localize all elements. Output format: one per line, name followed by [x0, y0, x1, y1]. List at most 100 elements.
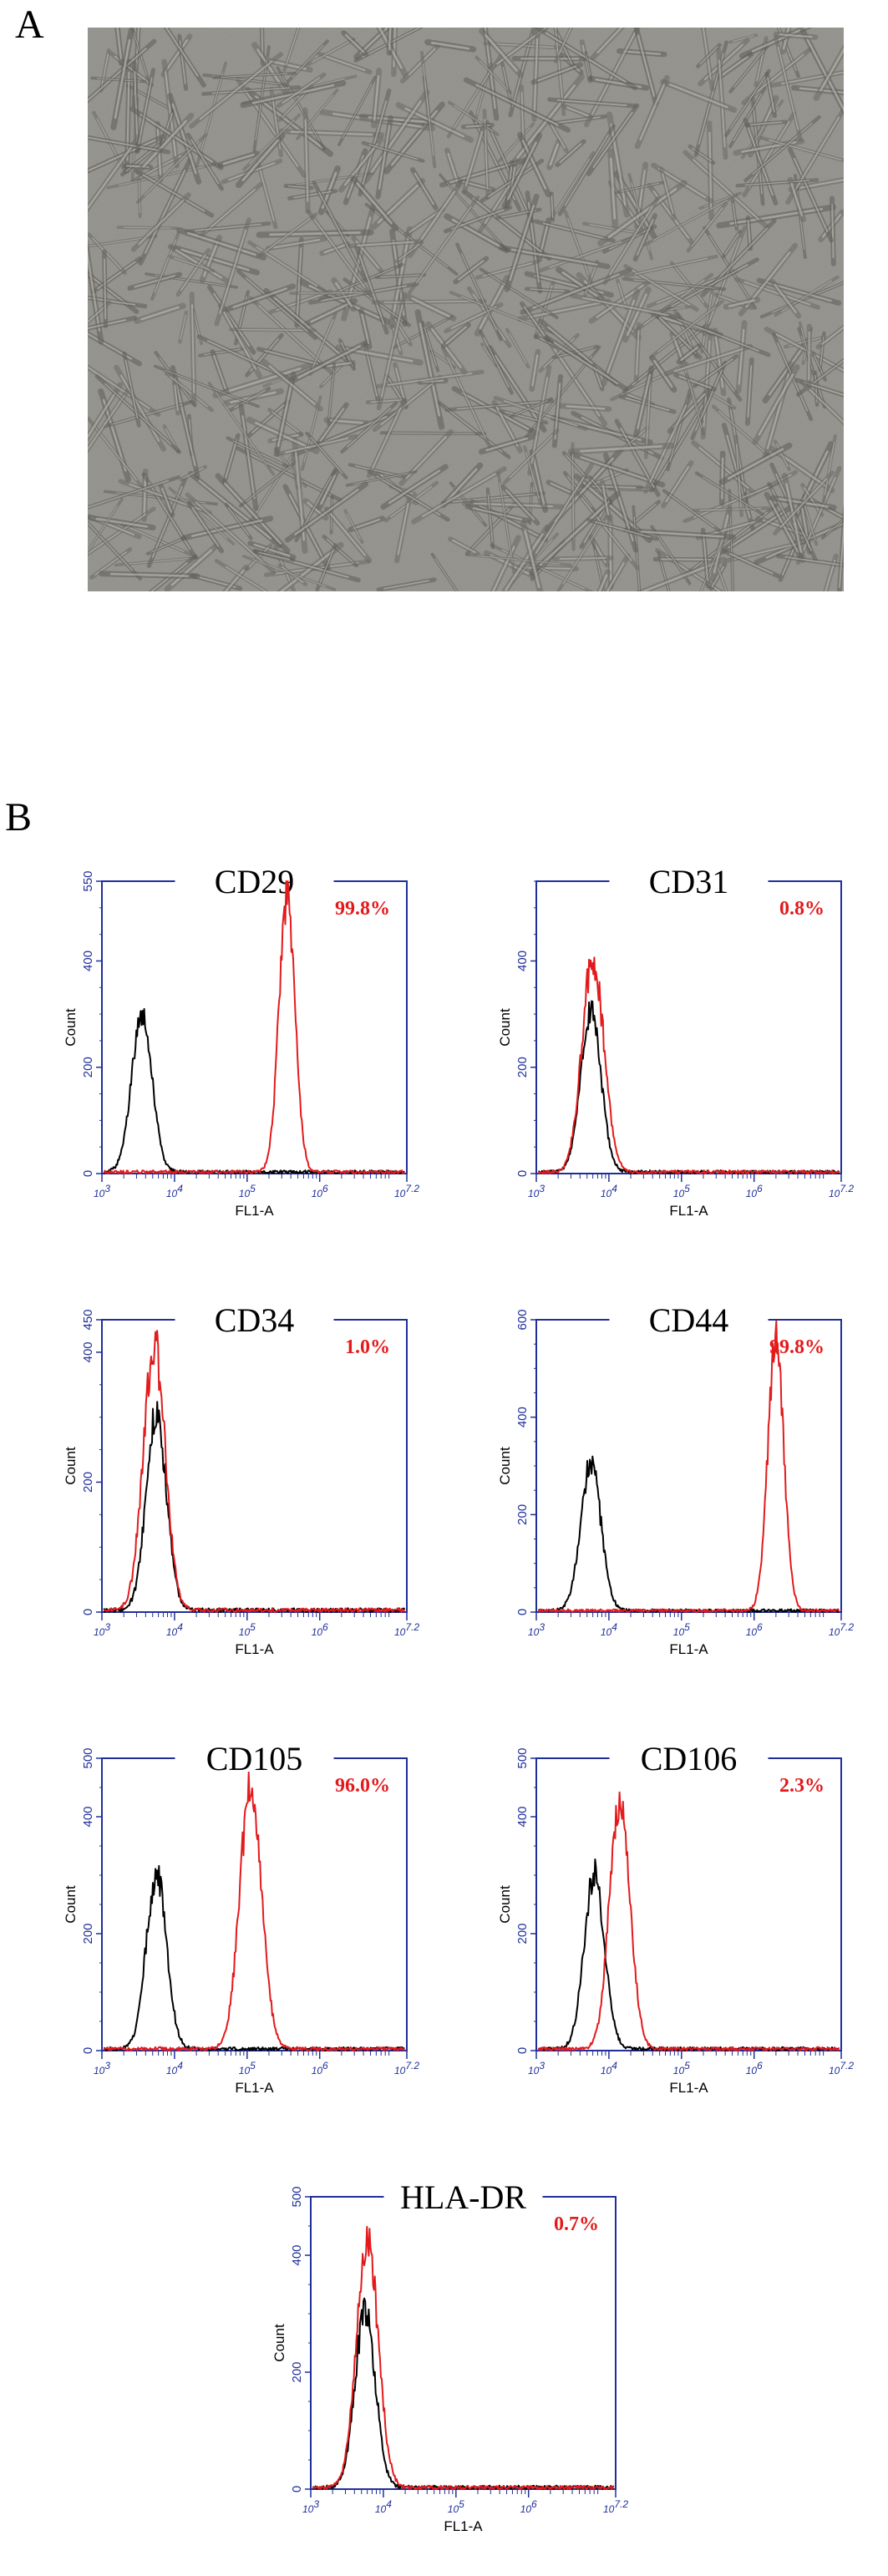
y-tick-label: 200 [81, 1923, 95, 1944]
y-axis-label: Count [271, 2324, 287, 2362]
x-tick-label: 103 [94, 1183, 110, 1199]
histogram-plot: CD31 0.8% 0 200 400 103 104 105 106 107.2 FL1-A Cou… [497, 860, 854, 1219]
y-tick-label: 500 [81, 1747, 95, 1768]
x-tick-label: 104 [601, 1183, 617, 1199]
histogram-cd29: CD29 99.8% 0 200 400 550 103 104 105 106 107.2 FL1-… [52, 831, 419, 1224]
y-tick-label: 200 [81, 1472, 95, 1493]
x-tick-label: 105 [448, 2498, 464, 2515]
y-tick-label: 400 [515, 1407, 530, 1427]
positive-percentage: 2.3% [779, 1775, 825, 1797]
y-tick-label: 400 [81, 1806, 95, 1827]
histogram-title: HLA-DR [400, 2178, 526, 2216]
stained-histogram-trace [312, 2225, 615, 2490]
x-tick-label: 103 [528, 2060, 545, 2077]
x-tick-label: 106 [312, 2060, 328, 2077]
x-tick-label: 105 [673, 2060, 690, 2077]
x-tick-label: 105 [239, 1621, 256, 1638]
y-tick-label: 550 [81, 870, 95, 891]
y-tick-label: 0 [81, 1609, 95, 1615]
histogram-title: CD31 [649, 863, 729, 900]
y-tick-label: 450 [81, 1309, 95, 1330]
title-background [609, 860, 769, 900]
plot-frame [535, 1319, 842, 1613]
x-tick-label: 106 [746, 1183, 763, 1199]
title-background [609, 1298, 769, 1338]
histogram-cd106: CD106 2.3% 0 200 400 500 103 104 105 106 107.2 FL1-… [486, 1708, 854, 2101]
x-tick-label: 103 [94, 2060, 110, 2077]
control-histogram-trace [103, 1401, 406, 1613]
y-tick-label: 0 [515, 1170, 530, 1177]
control-histogram-trace [104, 1007, 405, 1174]
y-tick-label: 600 [515, 1309, 530, 1330]
y-tick-label: 400 [515, 951, 530, 971]
x-axis-label: FL1-A [669, 1203, 708, 1219]
y-tick-label: 0 [290, 2486, 304, 2492]
stained-histogram-trace [537, 1791, 840, 2051]
x-tick-label: 107.2 [394, 1621, 419, 1638]
plot-frame [101, 880, 408, 1174]
control-histogram-trace [538, 1858, 840, 2051]
histogram-plot: HLA-DR 0.7% 0 200 400 500 103 104 105 106 107.2 FL1… [271, 2175, 628, 2534]
x-axis-label: FL1-A [235, 2080, 274, 2096]
x-tick-label: 105 [239, 2060, 256, 2077]
x-tick-label: 103 [528, 1621, 545, 1638]
x-axis-label: FL1-A [235, 1641, 274, 1657]
histogram-plot: CD105 96.0% 0 200 400 500 103 104 105 106 107.2 FL1… [63, 1737, 419, 2096]
x-axis-label: FL1-A [669, 2080, 708, 2096]
y-axis-label: Count [497, 1447, 513, 1485]
y-axis-label: Count [497, 1885, 513, 1924]
x-axis-label: FL1-A [444, 2518, 483, 2534]
y-tick-label: 200 [515, 1057, 530, 1078]
histogram-plot: CD106 2.3% 0 200 400 500 103 104 105 106 107.2 FL1-… [497, 1737, 854, 2096]
positive-percentage: 96.0% [335, 1775, 390, 1797]
x-tick-label: 104 [166, 1621, 183, 1638]
y-axis-label: Count [63, 1008, 79, 1047]
cell-micrograph [40, 0, 888, 644]
y-tick-label: 200 [81, 1057, 95, 1078]
x-tick-label: 106 [746, 1621, 763, 1638]
x-tick-label: 105 [673, 1621, 690, 1638]
x-tick-label: 107.2 [829, 1183, 854, 1199]
histogram-title: CD29 [215, 863, 295, 900]
histogram-title: CD34 [215, 1301, 295, 1339]
control-histogram-trace [103, 1864, 405, 2051]
title-background [175, 1298, 334, 1338]
x-tick-label: 105 [673, 1183, 690, 1199]
title-background [383, 2175, 543, 2215]
x-axis-label: FL1-A [235, 1203, 274, 1219]
y-axis-label: Count [63, 1447, 79, 1485]
x-tick-label: 104 [166, 2060, 183, 2077]
plot-frame [101, 1757, 408, 2051]
y-tick-label: 200 [515, 1504, 530, 1525]
y-tick-label: 400 [290, 2244, 304, 2265]
histogram-plot: CD29 99.8% 0 200 400 550 103 104 105 106 107.2 FL1-… [63, 860, 419, 1219]
histogram-cd34: CD34 1.0% 0 200 400 450 103 104 105 106 107.2 FL1-A… [52, 1270, 419, 1662]
x-tick-label: 103 [302, 2498, 319, 2515]
x-tick-label: 106 [312, 1183, 328, 1199]
x-tick-label: 103 [94, 1621, 110, 1638]
x-tick-label: 107.2 [603, 2498, 628, 2515]
y-tick-label: 400 [81, 951, 95, 971]
y-tick-label: 0 [515, 1609, 530, 1615]
y-axis-label: Count [497, 1008, 513, 1047]
title-background [175, 1737, 334, 1777]
x-tick-label: 107.2 [829, 1621, 854, 1638]
y-tick-label: 400 [81, 1341, 95, 1362]
panel-a-label: A [15, 3, 44, 47]
x-tick-label: 107.2 [829, 2060, 854, 2077]
stained-histogram-trace [103, 1771, 406, 2051]
x-tick-label: 106 [520, 2498, 537, 2515]
plot-frame [535, 880, 842, 1174]
stained-histogram-trace [537, 956, 840, 1174]
plot-frame [535, 1757, 842, 2051]
histogram-title: CD105 [206, 1740, 303, 1777]
x-tick-label: 107.2 [394, 1183, 419, 1199]
x-tick-label: 106 [746, 2060, 763, 2077]
positive-percentage: 99.8% [335, 898, 390, 920]
stained-histogram-trace [104, 1330, 406, 1613]
y-tick-label: 0 [81, 2047, 95, 2054]
histogram-cd44: CD44 99.8% 0 200 400 600 103 104 105 106 107.2 FL1-… [486, 1270, 854, 1662]
stained-histogram-trace [537, 1320, 840, 1613]
histogram-title: CD106 [641, 1740, 738, 1777]
